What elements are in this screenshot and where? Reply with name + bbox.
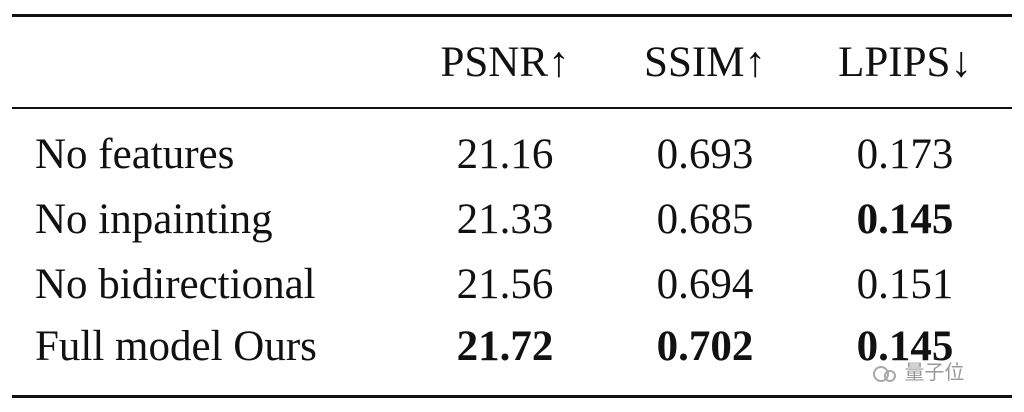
cell-value: 0.151: [856, 261, 954, 308]
cell-value: 0.173: [856, 131, 954, 178]
cell-value: 0.694: [656, 261, 754, 308]
row-label: Full model Ours: [35, 323, 317, 370]
watermark-icon: [873, 365, 896, 382]
cell-value: 21.72: [456, 323, 554, 370]
cell-value: 0.685: [656, 196, 754, 243]
cell-value: 21.56: [456, 261, 554, 308]
cell-value: 0.693: [656, 131, 754, 178]
bottom-rule: [12, 395, 1012, 398]
top-rule: [12, 14, 1012, 17]
cell-value: 21.33: [456, 196, 554, 243]
watermark: 量子位: [872, 356, 964, 385]
cell-value: 21.16: [456, 131, 554, 178]
column-header: SSIM↑: [644, 39, 766, 86]
cell-value: 0.145: [856, 196, 954, 243]
column-header: PSNR↑: [440, 39, 570, 86]
row-label: No bidirectional: [35, 261, 316, 308]
column-header: LPIPS↓: [838, 39, 972, 86]
row-label: No features: [35, 131, 235, 178]
header-rule: [12, 107, 1012, 109]
cell-value: 0.702: [656, 323, 754, 370]
row-label: No inpainting: [35, 196, 273, 243]
cell-value: 0.145: [856, 323, 954, 370]
watermark-text: 量子位: [904, 360, 965, 384]
